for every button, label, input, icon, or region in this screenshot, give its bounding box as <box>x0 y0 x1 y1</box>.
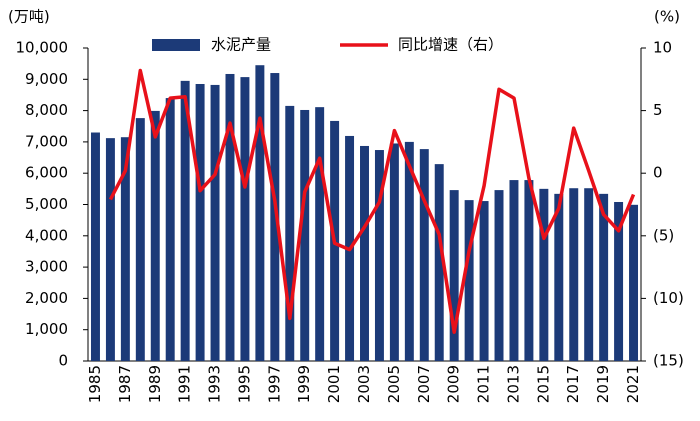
x-tick-label: 2011 <box>475 365 493 403</box>
bar <box>360 145 369 361</box>
bar <box>569 188 579 361</box>
bar <box>300 109 310 361</box>
y-tick-label: 1,000 <box>25 320 68 338</box>
bar <box>614 201 624 361</box>
x-tick-label: 1999 <box>295 365 313 403</box>
x-tick-label: 1991 <box>176 365 194 403</box>
x-tick-label: 1987 <box>116 365 134 403</box>
bar <box>285 105 295 361</box>
y-tick-label: 2,000 <box>25 289 68 307</box>
x-tick-label: 1993 <box>206 365 224 403</box>
bar <box>449 190 459 361</box>
x-tick-label: 1997 <box>265 365 283 403</box>
y-tick-label: 6,000 <box>25 164 68 182</box>
y-tick-label: 10,000 <box>16 39 69 57</box>
x-tick-label: 2021 <box>624 365 642 403</box>
bar <box>629 204 639 361</box>
x-tick-label: 2005 <box>385 365 403 403</box>
x-tick-label: 1995 <box>235 365 253 403</box>
y-tick-label: 0 <box>58 352 68 370</box>
y-tick-label: 8,000 <box>25 101 68 119</box>
bar <box>374 150 384 361</box>
y2-tick-label: (15) <box>653 352 684 370</box>
bar <box>240 77 250 361</box>
bar <box>225 73 235 361</box>
x-tick-label: 1985 <box>86 365 104 403</box>
x-tick-label: 2017 <box>564 365 582 403</box>
bar <box>554 193 564 361</box>
y2-tick-label: 5 <box>653 101 663 119</box>
y-tick-label: 5,000 <box>25 195 68 213</box>
legend-label: 水泥产量 <box>211 36 271 54</box>
x-tick-label: 2007 <box>415 365 433 403</box>
bar <box>180 80 190 362</box>
bar <box>479 201 489 361</box>
bar <box>270 73 280 361</box>
bar <box>599 193 609 361</box>
line <box>108 68 636 334</box>
bar <box>195 83 205 362</box>
bar <box>434 164 444 361</box>
bar <box>255 65 265 361</box>
y-tick-label: 3,000 <box>25 258 68 276</box>
y2-tick-label: (5) <box>653 226 674 244</box>
bar <box>539 188 549 361</box>
bar <box>494 190 504 361</box>
y-tick-label: 9,000 <box>25 70 68 88</box>
x-tick-label: 2001 <box>325 365 343 403</box>
y-tick-label: 4,000 <box>25 226 68 244</box>
x-tick-label: 2019 <box>594 365 612 403</box>
y2-tick-label: 0 <box>653 164 663 182</box>
bar <box>419 149 429 361</box>
legend-swatch <box>152 39 200 51</box>
y2-axis-label: (%) <box>654 8 680 26</box>
bar <box>105 138 115 361</box>
bar <box>135 118 145 361</box>
bar <box>404 141 414 361</box>
x-tick-label: 1989 <box>146 365 164 403</box>
bar <box>389 143 399 361</box>
x-tick-label: 2015 <box>534 365 552 403</box>
x-tick-label: 2009 <box>445 365 463 403</box>
y-tick-label: 7,000 <box>25 132 68 150</box>
bar <box>584 188 594 361</box>
bar <box>509 180 519 361</box>
bar <box>150 110 160 362</box>
bar <box>315 107 325 361</box>
bar <box>90 132 100 361</box>
y2-tick-label: 10 <box>653 39 672 57</box>
x-tick-label: 2003 <box>355 365 373 403</box>
bar <box>524 180 534 361</box>
y-axis-label: (万吨) <box>8 8 50 26</box>
y2-tick-label: (10) <box>653 289 684 307</box>
bar <box>464 200 474 361</box>
bar <box>120 137 130 361</box>
bar <box>165 98 175 361</box>
x-tick-label: 2013 <box>504 365 522 403</box>
bar <box>210 84 220 362</box>
legend-label: 同比增速（右） <box>398 36 503 54</box>
